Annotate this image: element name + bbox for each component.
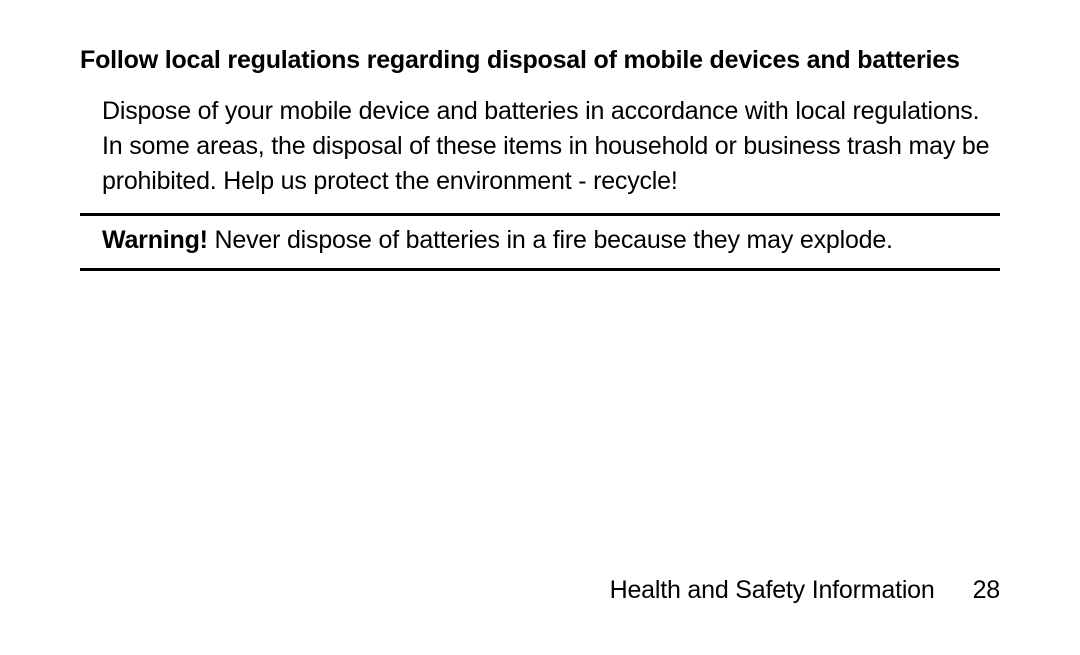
page-footer: Health and Safety Information 28: [610, 576, 1000, 605]
warning-text-line: Warning! Never dispose of batteries in a…: [102, 224, 1000, 258]
warning-label: Warning!: [102, 226, 208, 254]
footer-page-number: 28: [973, 576, 1000, 604]
section-heading: Follow local regulations regarding dispo…: [80, 44, 1000, 78]
warning-message: Never dispose of batteries in a fire bec…: [208, 226, 893, 254]
body-paragraph: Dispose of your mobile device and batter…: [80, 94, 1000, 199]
warning-callout: Warning! Never dispose of batteries in a…: [80, 213, 1000, 271]
footer-section-title: Health and Safety Information: [610, 576, 935, 604]
